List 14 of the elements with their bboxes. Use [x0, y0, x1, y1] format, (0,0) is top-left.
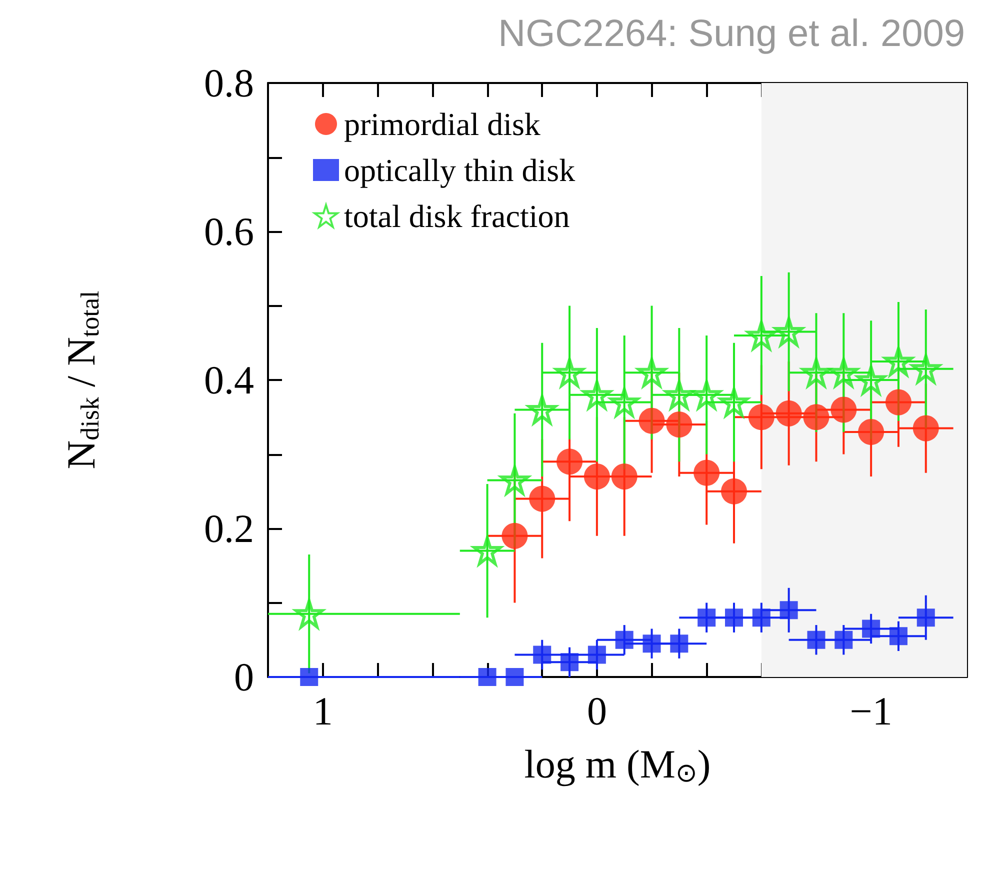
chart-title: NGC2264: Sung et al. 2009: [498, 13, 965, 55]
x-tick-label: −1: [850, 688, 892, 734]
legend-label: primordial disk: [344, 106, 540, 142]
x-tick-label: 0: [586, 688, 607, 734]
x-tick-label: 1: [312, 688, 333, 734]
y-axis-title: Ndisk / Ntotal: [58, 290, 104, 470]
x-axis-title: log m (M⊙): [524, 742, 711, 788]
y-tick-label: 0: [234, 654, 254, 700]
legend-label: total disk fraction: [344, 198, 570, 234]
y-tick-label: 0.8: [204, 60, 254, 106]
y-tick-label: 0.2: [204, 506, 254, 551]
y-tick-label: 0.6: [204, 209, 254, 254]
legend-label: optically thin disk: [344, 152, 576, 188]
y-tick-label: 0.4: [204, 358, 254, 402]
